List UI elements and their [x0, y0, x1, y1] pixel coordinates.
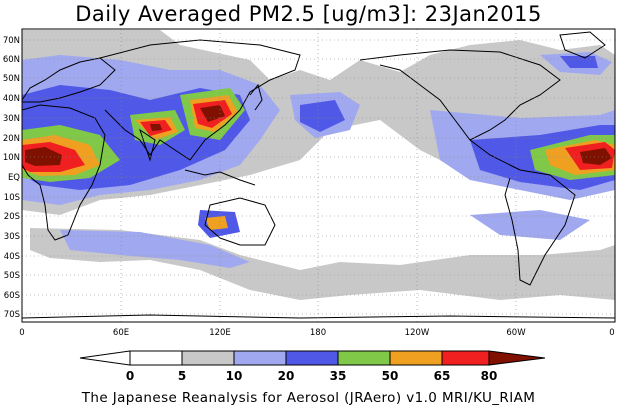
colorbar-swatch — [233, 350, 287, 366]
colorbar: 0 5 10 20 35 50 65 80 — [79, 350, 546, 383]
lat-label: 70N — [3, 36, 20, 46]
lon-label: 0 — [609, 328, 614, 338]
colorbar-swatch — [441, 350, 490, 366]
footer-credit: The Japanese Reanalysis for Aerosol (JRA… — [81, 390, 536, 406]
lon-label: 60E — [113, 328, 129, 338]
colorbar-tick: 50 — [382, 369, 399, 383]
map-frame — [21, 28, 616, 323]
colorbar-tick: 10 — [226, 369, 243, 383]
lat-label: 20S — [4, 212, 20, 222]
colorbar-high-arrow — [488, 350, 546, 366]
lat-label: 60S — [4, 291, 20, 301]
lat-label: 30S — [4, 232, 20, 242]
lat-label: 70S — [4, 310, 20, 320]
lon-label: 0 — [19, 328, 24, 338]
lat-label: 30N — [3, 114, 20, 124]
lon-label: 180 — [310, 328, 326, 338]
coastlines — [22, 31, 615, 319]
colorbar-tick: 0 — [126, 369, 134, 383]
graticule — [22, 29, 615, 322]
colorbar-swatch — [129, 350, 183, 366]
lat-label: 50N — [3, 74, 20, 84]
colorbar-tick: 35 — [330, 369, 347, 383]
lat-label: 40S — [4, 252, 20, 262]
lon-label: 120E — [209, 328, 231, 338]
colorbar-tick: 20 — [278, 369, 295, 383]
colorbar-tick: 5 — [178, 369, 186, 383]
lat-label: 20N — [3, 134, 20, 144]
lat-label: EQ — [8, 173, 20, 183]
lat-label: 40N — [3, 94, 20, 104]
lat-label: 10S — [4, 193, 20, 203]
colorbar-swatch — [337, 350, 391, 366]
concentration-field — [22, 30, 615, 319]
longitude-labels: 0 60E 120E 180 120W 60W 0 — [19, 328, 614, 338]
lat-label: 60N — [3, 55, 20, 65]
colorbar-labels: 0 5 10 20 35 50 65 80 — [126, 369, 498, 383]
lon-label: 120W — [405, 328, 430, 338]
map-title: Daily Averaged PM2.5 [ug/m3]: 23Jan2015 — [75, 2, 542, 26]
colorbar-tick: 80 — [481, 369, 498, 383]
colorbar-swatch — [285, 350, 339, 366]
lon-label: 60W — [506, 328, 526, 338]
colorbar-swatch — [389, 350, 443, 366]
colorbar-low-arrow — [79, 350, 131, 366]
lat-label: 50S — [4, 271, 20, 281]
latitude-labels: 70N 60N 50N 40N 30N 20N 10N EQ 10S 20S 3… — [3, 36, 20, 320]
colorbar-tick: 65 — [434, 369, 451, 383]
lat-label: 10N — [3, 153, 20, 163]
colorbar-swatch — [181, 350, 235, 366]
